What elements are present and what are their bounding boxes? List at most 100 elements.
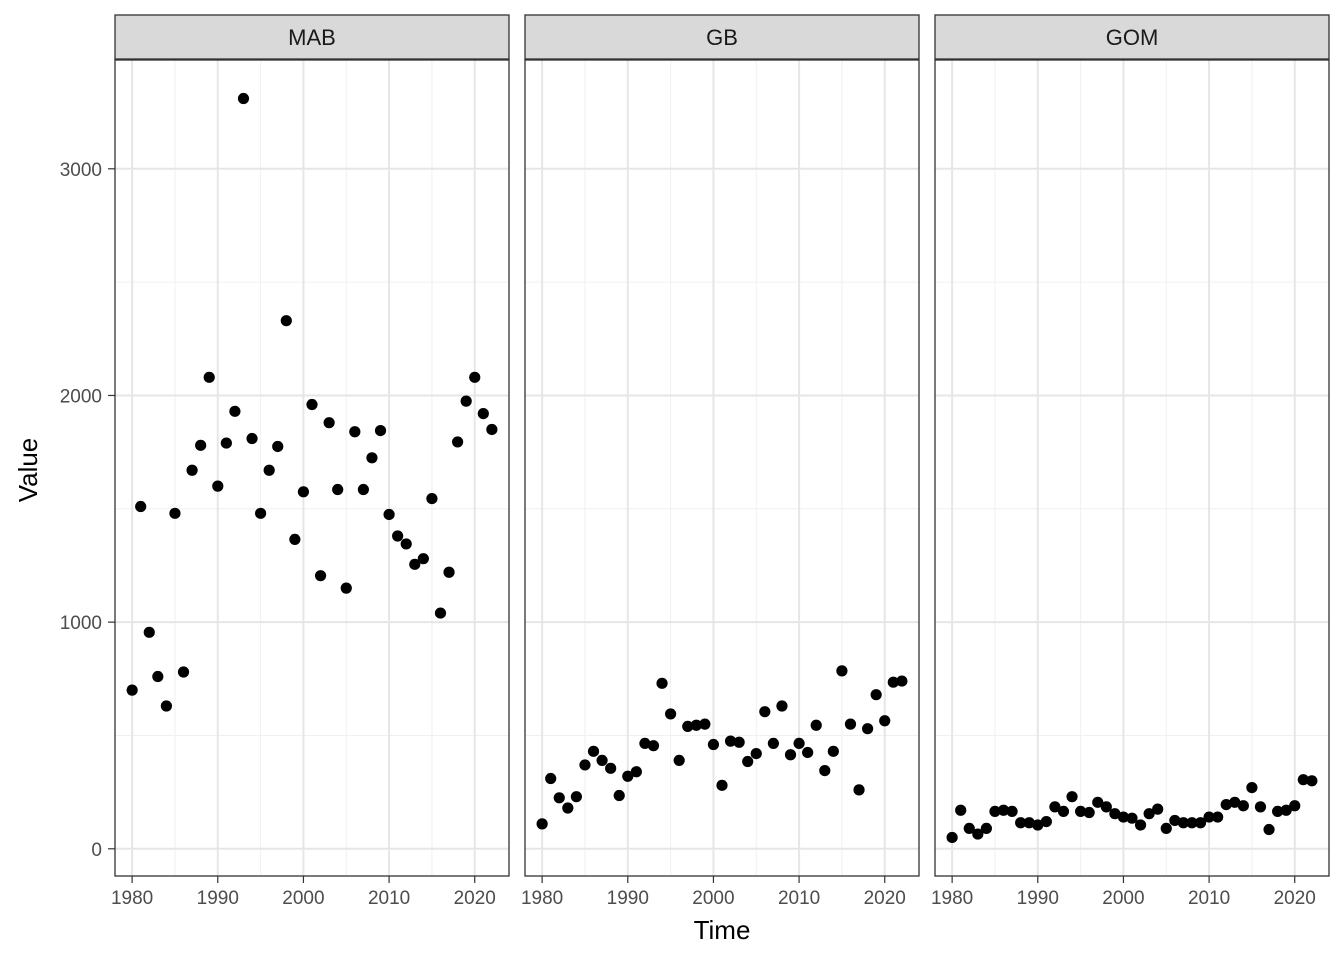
panel-background (935, 60, 1329, 876)
strip-label-mab: MAB (288, 25, 336, 50)
data-point (776, 700, 788, 712)
data-point (545, 772, 557, 785)
data-point (1289, 800, 1301, 812)
data-point (426, 493, 438, 505)
x-tick-label: 2010 (778, 888, 820, 909)
data-point (596, 754, 608, 767)
y-tick-label: 3000 (60, 160, 102, 181)
data-point (400, 538, 412, 550)
data-point (972, 828, 984, 840)
panel-mab: MAB 1980 1990 2000 2010 2020 (111, 14, 510, 909)
y-axis-title: Value (13, 438, 43, 503)
data-point (323, 417, 335, 429)
data-point (1152, 803, 1164, 815)
data-point (1263, 823, 1275, 836)
data-point (699, 718, 711, 730)
data-point (203, 371, 215, 383)
data-point (997, 804, 1010, 816)
strip-label-gb: GB (706, 25, 738, 50)
data-point (750, 748, 762, 760)
x-tick-label: 2010 (368, 888, 410, 909)
data-point (246, 432, 258, 445)
data-point (340, 582, 352, 594)
data-point (784, 749, 797, 761)
strip-label-gom: GOM (1106, 25, 1159, 50)
data-point (946, 831, 958, 844)
data-point (469, 371, 481, 383)
data-point (879, 715, 891, 727)
data-point (1057, 805, 1070, 818)
panel-background (525, 60, 919, 876)
panel-background (115, 60, 509, 876)
x-tick-label: 2020 (454, 888, 496, 909)
data-point (827, 745, 839, 757)
data-point (1143, 808, 1155, 820)
data-point (135, 500, 147, 513)
data-point (759, 706, 771, 718)
x-tick-label: 1980 (521, 888, 563, 909)
data-point (1109, 808, 1121, 820)
data-point (1177, 817, 1189, 829)
data-point (1075, 805, 1087, 818)
data-point (613, 789, 625, 802)
data-point (844, 718, 857, 730)
data-point (1186, 817, 1198, 829)
data-point (263, 464, 275, 476)
data-point (1006, 805, 1018, 818)
points-mab (126, 92, 498, 712)
data-point (955, 804, 967, 816)
data-point (862, 723, 874, 735)
x-tick-label: 2000 (692, 888, 734, 909)
data-point (1254, 801, 1267, 813)
data-point (690, 719, 702, 731)
data-point (1066, 791, 1078, 803)
data-point (280, 315, 292, 327)
data-point (605, 762, 617, 774)
data-point (887, 676, 899, 688)
data-point (1306, 775, 1318, 787)
data-point (255, 507, 267, 519)
data-point (297, 486, 310, 498)
data-point (1229, 796, 1241, 808)
data-point (767, 737, 779, 750)
data-point (707, 738, 720, 751)
data-point (1203, 811, 1215, 823)
data-point (1083, 806, 1095, 819)
panel-border (934, 59, 1330, 877)
data-point (989, 805, 1001, 818)
data-point (836, 665, 848, 677)
x-tick-label: 2000 (1102, 888, 1144, 909)
data-point (272, 440, 284, 453)
data-point (579, 759, 591, 771)
y-tick-label: 2000 (60, 386, 102, 407)
data-point (357, 483, 369, 496)
data-point (383, 508, 395, 521)
data-point (237, 92, 250, 105)
x-tick-label: 1990 (197, 888, 239, 909)
data-point (289, 533, 301, 546)
panel-border (114, 59, 510, 877)
data-point (802, 746, 814, 759)
data-point (1134, 819, 1147, 831)
data-point (716, 779, 728, 791)
data-point (724, 735, 737, 747)
data-point (392, 530, 404, 542)
x-tick-label: 2010 (1188, 888, 1230, 909)
x-tick-label: 1980 (931, 888, 973, 909)
y-tick-label: 1000 (60, 613, 102, 634)
data-point (126, 684, 138, 696)
data-point (622, 770, 634, 782)
data-point (639, 737, 651, 750)
data-point (349, 426, 361, 438)
data-point (682, 720, 694, 733)
data-point (1194, 817, 1207, 829)
data-point (477, 408, 489, 420)
data-point (1049, 801, 1061, 813)
data-point (1169, 814, 1181, 827)
data-point (152, 670, 164, 683)
data-point (1015, 817, 1027, 829)
data-point (553, 792, 565, 804)
data-point (570, 791, 582, 803)
data-point (374, 425, 387, 437)
